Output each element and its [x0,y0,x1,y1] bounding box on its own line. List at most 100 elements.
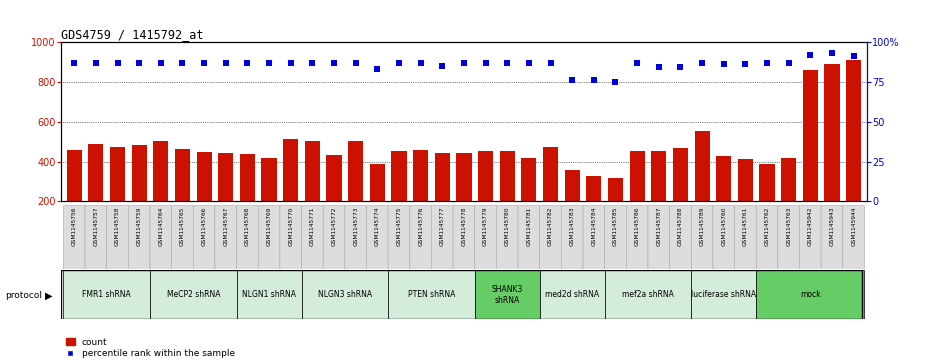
Bar [388,270,475,319]
FancyBboxPatch shape [648,205,670,270]
Bar [564,170,579,201]
Text: mef2a shRNA: mef2a shRNA [622,290,674,299]
Point [456,60,471,65]
Text: GDS4759 / 1415792_at: GDS4759 / 1415792_at [61,28,203,41]
FancyBboxPatch shape [540,205,561,270]
Point [284,60,299,65]
Bar [413,150,429,201]
Bar [651,151,666,201]
Bar [150,270,236,319]
Bar [803,70,818,201]
Point [738,61,753,67]
Text: GSM1145764: GSM1145764 [158,207,163,246]
Point [499,60,514,65]
Text: GSM1145783: GSM1145783 [570,207,575,246]
FancyBboxPatch shape [63,205,85,270]
Text: GSM1145762: GSM1145762 [765,207,770,246]
Point [694,60,709,65]
Bar [236,270,301,319]
Point [478,60,493,65]
Text: GSM1145761: GSM1145761 [743,207,748,246]
Bar [197,152,212,201]
Bar [67,150,82,201]
Text: NLGN3 shRNA: NLGN3 shRNA [317,290,372,299]
FancyBboxPatch shape [713,205,735,270]
FancyBboxPatch shape [431,205,453,270]
Bar [89,144,104,201]
FancyBboxPatch shape [236,205,258,270]
Text: luciferase shRNA: luciferase shRNA [691,290,756,299]
Bar [370,163,385,201]
Bar [759,163,774,201]
Point [392,60,407,65]
Bar [629,151,644,201]
Point [219,60,234,65]
Text: mock: mock [800,290,820,299]
Text: GSM1145757: GSM1145757 [93,207,98,246]
FancyBboxPatch shape [128,205,150,270]
Bar [738,159,753,201]
Text: GSM1145781: GSM1145781 [527,207,531,246]
Text: GSM1145944: GSM1145944 [852,207,856,246]
Text: GSM1145765: GSM1145765 [180,207,185,246]
Bar [540,270,605,319]
Text: GSM1145780: GSM1145780 [505,207,510,246]
Bar [694,131,709,201]
Point [67,60,82,65]
Point [651,64,666,70]
Point [564,77,579,83]
Text: GSM1145759: GSM1145759 [137,207,141,246]
Text: SHANK3
shRNA: SHANK3 shRNA [492,285,523,305]
Text: GSM1145763: GSM1145763 [787,207,791,246]
Point [629,60,644,65]
Text: GSM1145768: GSM1145768 [245,207,250,246]
Point [716,61,731,67]
Point [327,60,342,65]
Point [781,60,796,65]
Point [803,52,818,57]
Bar [392,151,407,201]
Point [521,60,536,65]
Text: MeCP2 shRNA: MeCP2 shRNA [167,290,220,299]
FancyBboxPatch shape [388,205,410,270]
Text: GSM1145785: GSM1145785 [613,207,618,246]
Text: GSM1145779: GSM1145779 [483,207,488,246]
Point [175,60,190,65]
FancyBboxPatch shape [215,205,236,270]
Bar [781,158,796,201]
Bar [475,270,540,319]
FancyBboxPatch shape [85,205,106,270]
Point [608,79,623,85]
Text: GSM1145758: GSM1145758 [115,207,120,246]
Text: PTEN shRNA: PTEN shRNA [408,290,455,299]
Point [759,60,774,65]
Text: GSM1145777: GSM1145777 [440,207,445,246]
FancyBboxPatch shape [518,205,540,270]
Text: GSM1145773: GSM1145773 [353,207,358,246]
Bar [605,270,691,319]
Point [154,60,169,65]
Text: GSM1145789: GSM1145789 [700,207,705,246]
Bar [305,140,320,201]
Point [197,60,212,65]
FancyBboxPatch shape [843,205,865,270]
FancyBboxPatch shape [345,205,366,270]
Text: GSM1145942: GSM1145942 [808,207,813,246]
Bar [521,158,536,201]
FancyBboxPatch shape [150,205,171,270]
Text: ▶: ▶ [45,291,53,301]
Text: FMR1 shRNA: FMR1 shRNA [82,290,131,299]
Point [846,53,861,59]
Bar [132,145,147,201]
FancyBboxPatch shape [366,205,388,270]
FancyBboxPatch shape [778,205,800,270]
Bar [499,151,515,201]
FancyBboxPatch shape [800,205,821,270]
Bar [284,139,299,201]
Point [262,60,277,65]
Bar [262,158,277,201]
Point [110,60,125,65]
FancyBboxPatch shape [193,205,215,270]
Bar [110,147,125,201]
Point [414,60,429,65]
